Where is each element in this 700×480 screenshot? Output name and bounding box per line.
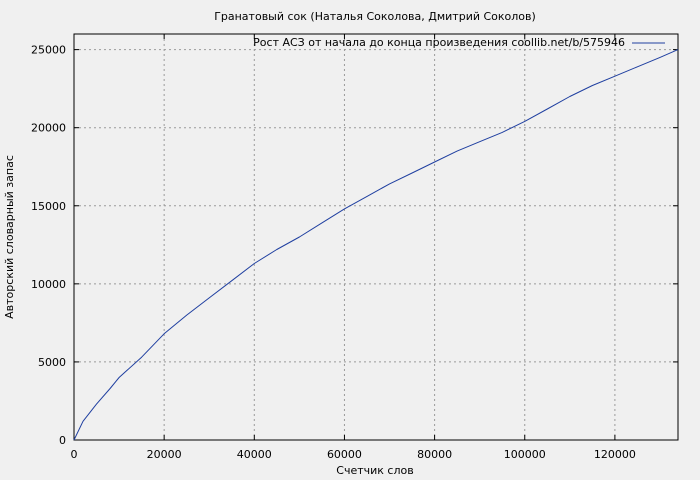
y-tick-label: 10000	[31, 278, 66, 291]
x-tick-label: 20000	[147, 448, 182, 461]
axis-ticks: 0 20000 40000 60000 80000 100000 120000 0 5000 10…	[31, 34, 678, 461]
x-tick-label: 60000	[327, 448, 362, 461]
legend: Рост АСЗ от начала до конца произведения…	[253, 36, 665, 49]
grid	[74, 34, 678, 440]
chart-title: Гранатовый сок (Наталья Соколова, Дмитри…	[214, 10, 536, 23]
y-axis-label: Авторский словарный запас	[3, 155, 16, 319]
x-tick-label: 120000	[594, 448, 636, 461]
y-tick-label: 0	[59, 434, 66, 447]
series-line	[73, 49, 679, 441]
x-tick-label: 40000	[237, 448, 272, 461]
x-tick-label: 80000	[417, 448, 452, 461]
y-tick-label: 15000	[31, 200, 66, 213]
y-tick-label: 20000	[31, 122, 66, 135]
x-axis-label: Счетчик слов	[336, 464, 413, 477]
x-tick-label: 100000	[504, 448, 546, 461]
x-tick-label: 0	[71, 448, 78, 461]
series-layer	[73, 49, 679, 441]
legend-entry-label: Рост АСЗ от начала до конца произведения…	[253, 36, 625, 49]
y-tick-label: 25000	[31, 44, 66, 57]
y-tick-label: 5000	[38, 356, 66, 369]
plot-frame	[73, 33, 679, 441]
